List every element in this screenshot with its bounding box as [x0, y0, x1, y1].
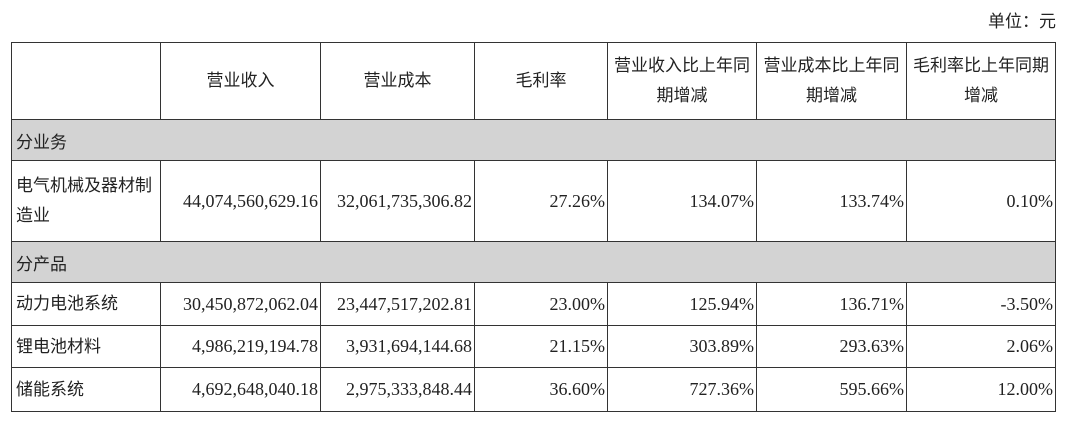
row-name: 电气机械及器材制造业	[11, 160, 161, 242]
revenue-change-cell: 727.36%	[607, 367, 757, 412]
row-name: 储能系统	[11, 367, 161, 412]
section-row: 分产品	[11, 241, 1056, 283]
margin-change-cell: -3.50%	[906, 282, 1056, 326]
header-row: 营业收入 营业成本 毛利率 营业收入比上年同期增减 营业成本比上年同期增减 毛利…	[11, 42, 1056, 120]
revenue-cell: 30,450,872,062.04	[160, 282, 321, 326]
cost-cell: 2,975,333,848.44	[320, 367, 475, 412]
header-cell: 营业成本	[320, 42, 475, 120]
margin-cell: 36.60%	[474, 367, 608, 412]
revenue-change-cell: 303.89%	[607, 325, 757, 368]
header-cell: 营业收入	[160, 42, 321, 120]
table-row: 储能系统 4,692,648,040.18 2,975,333,848.44 3…	[11, 367, 1056, 412]
revenue-cell: 44,074,560,629.16	[160, 160, 321, 242]
header-cell	[11, 42, 161, 120]
cost-change-cell: 293.63%	[756, 325, 907, 368]
cost-cell: 32,061,735,306.82	[320, 160, 475, 242]
header-cell: 毛利率	[474, 42, 608, 120]
unit-label: 单位：元	[988, 12, 1056, 32]
table-row: 动力电池系统 30,450,872,062.04 23,447,517,202.…	[11, 282, 1056, 326]
margin-change-cell: 2.06%	[906, 325, 1056, 368]
row-name: 动力电池系统	[11, 282, 161, 326]
cost-change-cell: 133.74%	[756, 160, 907, 242]
cost-cell: 3,931,694,144.68	[320, 325, 475, 368]
cost-cell: 23,447,517,202.81	[320, 282, 475, 326]
margin-change-cell: 0.10%	[906, 160, 1056, 242]
header-cell: 营业成本比上年同期增减	[756, 42, 907, 120]
margin-cell: 23.00%	[474, 282, 608, 326]
margin-cell: 21.15%	[474, 325, 608, 368]
cost-change-cell: 136.71%	[756, 282, 907, 326]
margin-cell: 27.26%	[474, 160, 608, 242]
table-row: 电气机械及器材制造业 44,074,560,629.16 32,061,735,…	[11, 160, 1056, 242]
header-cell: 毛利率比上年同期增减	[906, 42, 1056, 120]
section-row: 分业务	[11, 119, 1056, 161]
table-row: 锂电池材料 4,986,219,194.78 3,931,694,144.68 …	[11, 325, 1056, 368]
row-name: 锂电池材料	[11, 325, 161, 368]
margin-change-cell: 12.00%	[906, 367, 1056, 412]
revenue-cell: 4,986,219,194.78	[160, 325, 321, 368]
cost-change-cell: 595.66%	[756, 367, 907, 412]
revenue-table: 营业收入 营业成本 毛利率 营业收入比上年同期增减 营业成本比上年同期增减 毛利…	[11, 42, 1056, 412]
header-cell: 营业收入比上年同期增减	[607, 42, 757, 120]
section-title: 分产品	[11, 241, 1056, 283]
revenue-change-cell: 134.07%	[607, 160, 757, 242]
revenue-change-cell: 125.94%	[607, 282, 757, 326]
section-title: 分业务	[11, 119, 1056, 161]
revenue-cell: 4,692,648,040.18	[160, 367, 321, 412]
